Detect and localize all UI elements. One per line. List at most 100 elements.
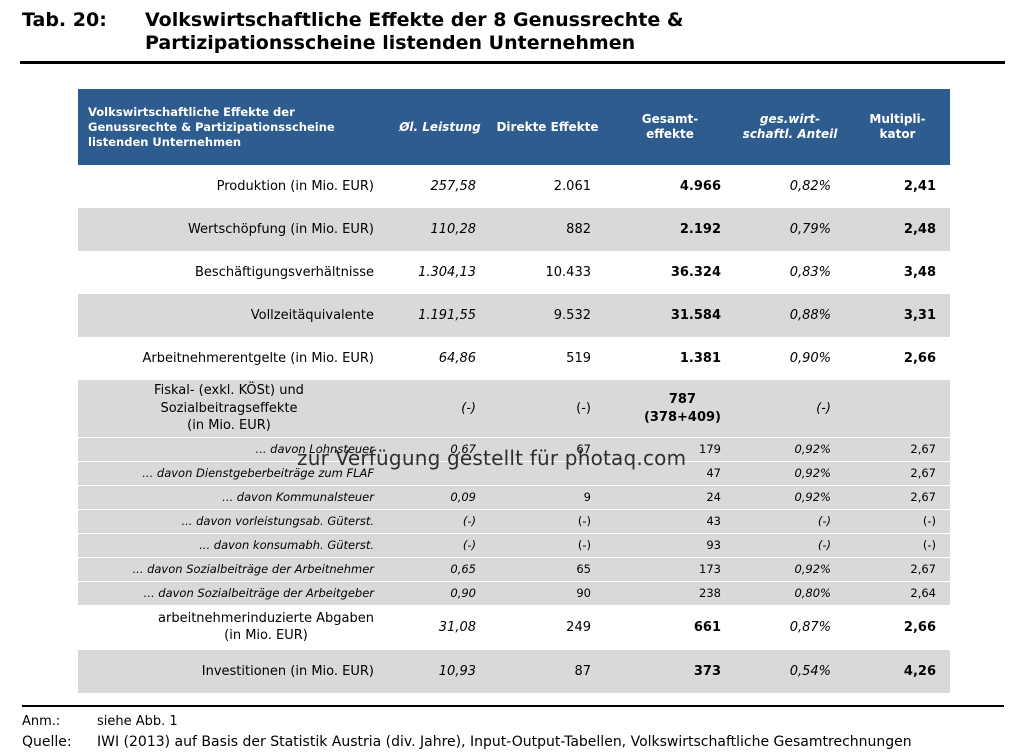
table-row-vollzeitaequivalente: Vollzeitäquivalente 1.191,55 9.532 31.58… <box>78 294 950 338</box>
table-row-fiskaleffekte: Fiskal- (exkl. KÖSt) und Sozialbeitragse… <box>78 380 950 437</box>
value-multiplikator: 2,48 <box>903 222 936 238</box>
value-oel-leistung: (-) <box>462 514 476 529</box>
value-gesamteffekte-text: 787 (378+409) <box>643 392 721 425</box>
table-row-kommunalsteuer: ... davon Kommunalsteuer 0,09 9 24 0,92%… <box>78 484 950 509</box>
value-multiplikator: 3,31 <box>903 308 936 324</box>
anm-text: siehe Abb. 1 <box>97 713 178 729</box>
value-direkte-effekte: 90 <box>576 586 591 601</box>
value-gesamteffekte: 43 <box>706 514 721 529</box>
value-multiplikator: 2,64 <box>910 586 936 601</box>
row-label: Investitionen (in Mio. EUR) <box>201 663 374 679</box>
value-multiplikator: 4,26 <box>903 663 936 679</box>
table-row-sozialbeitraege-arbeitnehmer: ... davon Sozialbeiträge der Arbeitnehme… <box>78 556 950 581</box>
value-anteil: 0,90% <box>789 351 831 367</box>
value-oel-leistung: 1.304,13 <box>418 265 476 281</box>
table-row-produktion: Produktion (in Mio. EUR) 257,58 2.061 4.… <box>78 165 950 209</box>
value-oel-leistung: (-) <box>461 401 476 417</box>
table-row-arbeitnehmerentgelte: Arbeitnehmerentgelte (in Mio. EUR) 64,86… <box>78 337 950 381</box>
doc-title: Tab. 20: Volkswirtschaftliche Effekte de… <box>0 0 1024 55</box>
value-anteil: 0,80% <box>794 586 831 601</box>
anm-label: Anm.: <box>22 713 61 729</box>
value-multiplikator: 2,67 <box>910 466 936 481</box>
value-oel-leistung: 0,65 <box>450 562 476 577</box>
note-anm: Anm.: siehe Abb. 1 <box>22 712 1004 732</box>
value-oel-leistung: 257,58 <box>430 179 477 195</box>
row-label: ... davon Sozialbeiträge der Arbeitgeber <box>143 586 374 601</box>
value-direkte-effekte: 2.061 <box>553 179 591 195</box>
value-direkte-effekte: 9.532 <box>553 308 591 324</box>
table-row-konsumabh-guterst: ... davon konsumabh. Güterst. (-) (-) 93… <box>78 532 950 557</box>
col-header-anteil: ges.wirt- schaftl. Anteil <box>742 111 838 142</box>
row-label: Fiskal- (exkl. KÖSt) und Sozialbeitragse… <box>78 380 390 437</box>
value-gesamteffekte: 4.966 <box>679 179 721 195</box>
value-oel-leistung: 10,93 <box>438 663 476 679</box>
value-anteil: 0,92% <box>794 562 831 577</box>
value-gesamteffekte: 173 <box>699 562 721 577</box>
value-direkte-effekte: 65 <box>576 562 591 577</box>
table-row-dienstgeberbeitraege: ... davon Dienstgeberbeiträge zum FLAF 4… <box>78 460 950 485</box>
value-gesamteffekte: 2.192 <box>679 222 721 238</box>
value-direkte-effekte: 249 <box>566 619 591 635</box>
col-header-oel-leistung: Øl. Leistung <box>399 119 481 134</box>
value-gesamteffekte: 238 <box>699 586 721 601</box>
page-title: Volkswirtschaftliche Effekte der 8 Genus… <box>145 9 684 55</box>
table-row-lohnsteuer: ... davon Lohnsteuer 0,67 67 179 0,92% 2… <box>78 436 950 461</box>
value-multiplikator: 2,66 <box>903 619 936 635</box>
row-label-text: arbeitnehmerinduzierte Abgaben (in Mio. … <box>158 610 374 644</box>
value-multiplikator: (-) <box>922 538 936 553</box>
quelle-text: IWI (2013) auf Basis der Statistik Austr… <box>97 734 912 751</box>
effects-table: Volkswirtschaftliche Effekte der Genussr… <box>78 89 950 693</box>
value-oel-leistung: 0,67 <box>450 442 476 457</box>
value-direkte-effekte: (-) <box>577 514 591 529</box>
note-quelle: Quelle: IWI (2013) auf Basis der Statist… <box>22 732 1004 753</box>
value-gesamteffekte: 661 <box>693 619 721 635</box>
value-direkte-effekte: 67 <box>576 442 591 457</box>
value-gesamteffekte: 787 (378+409) <box>605 380 735 437</box>
value-oel-leistung: 31,08 <box>438 619 476 635</box>
value-anteil: (-) <box>817 514 831 529</box>
value-gesamteffekte: 24 <box>706 490 721 505</box>
value-anteil: (-) <box>816 401 831 417</box>
value-anteil: 0,79% <box>789 222 831 238</box>
notes-divider <box>22 704 1004 707</box>
value-direkte-effekte: (-) <box>577 538 591 553</box>
title-divider <box>20 61 1005 65</box>
value-direkte-effekte: 9 <box>583 490 591 505</box>
col-header-description: Volkswirtschaftliche Effekte der Genussr… <box>88 104 335 149</box>
row-label: Produktion (in Mio. EUR) <box>216 179 374 195</box>
watermark: zur Verfügung gestellt für photaq.com <box>297 446 687 470</box>
value-multiplikator: 2,67 <box>910 562 936 577</box>
value-oel-leistung: 0,09 <box>450 490 476 505</box>
value-gesamteffekte: 373 <box>693 663 721 679</box>
value-anteil: 0,54% <box>789 663 831 679</box>
value-gesamteffekte: 31.584 <box>670 308 721 324</box>
value-multiplikator: (-) <box>922 514 936 529</box>
value-oel-leistung: 0,90 <box>450 586 476 601</box>
value-multiplikator: 2,67 <box>910 442 936 457</box>
quelle-label: Quelle: <box>22 734 72 751</box>
value-direkte-effekte: 519 <box>566 351 591 367</box>
value-anteil: 0,92% <box>794 442 831 457</box>
table-header-row: Volkswirtschaftliche Effekte der Genussr… <box>78 89 950 166</box>
row-label: ... davon konsumabh. Güterst. <box>199 538 374 553</box>
value-multiplikator <box>845 380 950 437</box>
table-number: Tab. 20: <box>22 9 107 31</box>
value-oel-leistung: (-) <box>462 538 476 553</box>
value-anteil: 0,83% <box>789 265 831 281</box>
value-multiplikator: 2,67 <box>910 490 936 505</box>
value-gesamteffekte: 36.324 <box>670 265 721 281</box>
value-anteil: (-) <box>817 538 831 553</box>
table-notes: Anm.: siehe Abb. 1 Quelle: IWI (2013) au… <box>22 704 1004 754</box>
table-row-vorleistungsab-guterst: ... davon vorleistungsab. Güterst. (-) (… <box>78 508 950 533</box>
value-anteil: 0,92% <box>794 490 831 505</box>
value-multiplikator: 2,41 <box>903 179 936 195</box>
value-gesamteffekte: 93 <box>706 538 721 553</box>
table-row-arbeitnehmerinduzierte-abgaben: arbeitnehmerinduzierte Abgaben (in Mio. … <box>78 604 950 650</box>
value-oel-leistung: 64,86 <box>438 351 476 367</box>
value-anteil: 0,88% <box>789 308 831 324</box>
row-label-text: Fiskal- (exkl. KÖSt) und Sozialbeitragse… <box>154 383 304 434</box>
value-multiplikator: 3,48 <box>903 265 936 281</box>
value-anteil: 0,92% <box>794 466 831 481</box>
col-header-multiplikator: Multipli- kator <box>869 111 926 142</box>
